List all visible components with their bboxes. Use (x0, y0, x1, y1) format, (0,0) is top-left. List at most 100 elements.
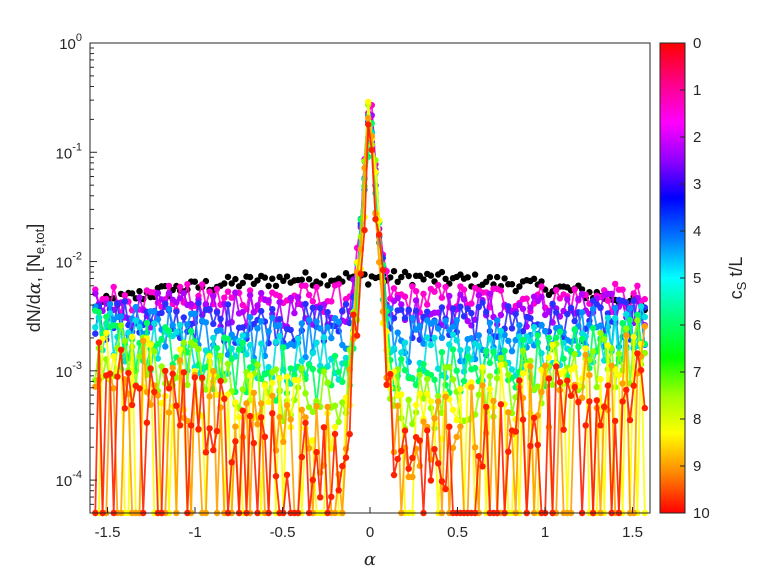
data-point (283, 373, 291, 380)
data-point (519, 328, 527, 335)
data-point (379, 266, 387, 274)
data-point (184, 321, 191, 328)
data-point (261, 382, 269, 389)
data-point (475, 292, 482, 299)
data-point (387, 274, 394, 281)
data-point (294, 335, 302, 342)
data-point (490, 397, 497, 405)
y-tick-label: 100 (59, 32, 82, 53)
data-point (217, 352, 224, 359)
data-point (420, 360, 427, 368)
data-point (342, 270, 350, 277)
data-point (442, 393, 449, 400)
data-point (331, 430, 339, 438)
data-point (335, 368, 342, 376)
data-point (254, 277, 261, 284)
data-point (206, 288, 213, 295)
data-point (475, 303, 482, 311)
data-point (538, 366, 545, 374)
data-point (589, 324, 597, 332)
data-point (497, 311, 505, 319)
data-point (272, 473, 280, 480)
data-point (114, 373, 121, 380)
data-point (420, 418, 427, 425)
data-point (350, 311, 357, 318)
data-point (545, 307, 553, 314)
data-point (261, 274, 269, 281)
data-point (497, 287, 505, 294)
data-point (309, 476, 316, 484)
data-point (420, 340, 427, 347)
data-point (460, 286, 468, 293)
data-point (412, 307, 420, 314)
data-point (490, 349, 497, 356)
data-point (542, 311, 549, 319)
data-point (265, 282, 272, 290)
data-point (637, 303, 645, 310)
data-point (258, 340, 265, 347)
data-point (483, 348, 490, 355)
data-point (114, 300, 121, 307)
data-point (446, 423, 453, 430)
data-point (339, 378, 346, 385)
data-point (287, 365, 294, 372)
data-point (154, 290, 162, 297)
data-point (527, 363, 534, 370)
data-point (283, 273, 291, 280)
data-point (589, 348, 597, 355)
data-point (110, 283, 117, 291)
data-point (593, 397, 600, 404)
data-point (106, 370, 114, 377)
data-point (331, 423, 339, 431)
data-point (335, 318, 342, 326)
data-point (272, 397, 280, 404)
data-point (619, 320, 626, 327)
data-point (431, 318, 438, 325)
data-point (449, 305, 457, 312)
data-point (136, 353, 143, 360)
data-point (523, 295, 530, 302)
data-point (460, 296, 468, 303)
data-point (147, 341, 154, 348)
data-point (497, 354, 505, 362)
data-point (534, 383, 541, 390)
data-point (401, 427, 409, 434)
colorbar-tick-label: 2 (693, 129, 701, 146)
data-point (457, 423, 464, 430)
data-point (221, 294, 228, 301)
data-point (612, 417, 619, 425)
data-point (626, 305, 634, 312)
data-point (468, 335, 475, 342)
data-point (449, 444, 457, 452)
data-point (641, 404, 648, 412)
data-point (224, 288, 232, 295)
data-point (246, 372, 254, 379)
data-point (634, 317, 641, 324)
data-point (497, 401, 505, 408)
data-point (449, 323, 457, 330)
data-point (128, 290, 136, 297)
data-point (424, 334, 431, 341)
data-point (176, 346, 184, 353)
data-point (612, 304, 619, 312)
data-point (269, 275, 276, 282)
data-point (317, 494, 324, 501)
data-point (505, 303, 512, 310)
data-point (475, 343, 482, 350)
data-point (154, 355, 162, 362)
data-point (165, 327, 173, 334)
data-point (180, 314, 187, 321)
data-point (457, 291, 464, 298)
data-point (589, 305, 597, 313)
data-point (143, 419, 151, 426)
data-point (305, 316, 313, 323)
data-point (468, 309, 475, 317)
data-point (224, 360, 232, 367)
data-point (538, 388, 545, 396)
colorbar-tick-label: 9 (693, 458, 701, 475)
data-point (195, 425, 202, 433)
data-point (298, 357, 305, 365)
data-point (305, 404, 313, 411)
data-point (217, 377, 224, 385)
